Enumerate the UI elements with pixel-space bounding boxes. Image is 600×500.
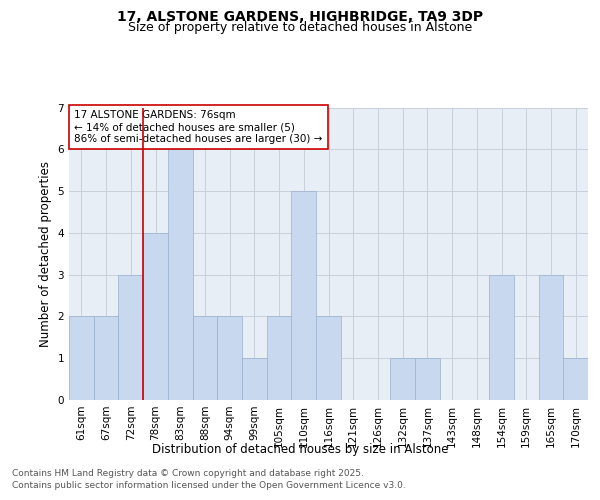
Bar bbox=[242, 358, 267, 400]
Bar bbox=[143, 233, 168, 400]
Bar bbox=[539, 274, 563, 400]
Bar bbox=[316, 316, 341, 400]
Text: 17 ALSTONE GARDENS: 76sqm
← 14% of detached houses are smaller (5)
86% of semi-d: 17 ALSTONE GARDENS: 76sqm ← 14% of detac… bbox=[74, 110, 323, 144]
Text: Distribution of detached houses by size in Alstone: Distribution of detached houses by size … bbox=[152, 442, 448, 456]
Text: Contains HM Land Registry data © Crown copyright and database right 2025.: Contains HM Land Registry data © Crown c… bbox=[12, 468, 364, 477]
Bar bbox=[217, 316, 242, 400]
Bar bbox=[415, 358, 440, 400]
Text: Size of property relative to detached houses in Alstone: Size of property relative to detached ho… bbox=[128, 21, 472, 34]
Text: 17, ALSTONE GARDENS, HIGHBRIDGE, TA9 3DP: 17, ALSTONE GARDENS, HIGHBRIDGE, TA9 3DP bbox=[117, 10, 483, 24]
Bar bbox=[563, 358, 588, 400]
Y-axis label: Number of detached properties: Number of detached properties bbox=[39, 161, 52, 347]
Bar bbox=[292, 191, 316, 400]
Text: Contains public sector information licensed under the Open Government Licence v3: Contains public sector information licen… bbox=[12, 481, 406, 490]
Bar bbox=[489, 274, 514, 400]
Bar bbox=[118, 274, 143, 400]
Bar bbox=[267, 316, 292, 400]
Bar bbox=[69, 316, 94, 400]
Bar bbox=[193, 316, 217, 400]
Bar bbox=[168, 150, 193, 400]
Bar bbox=[390, 358, 415, 400]
Bar bbox=[94, 316, 118, 400]
